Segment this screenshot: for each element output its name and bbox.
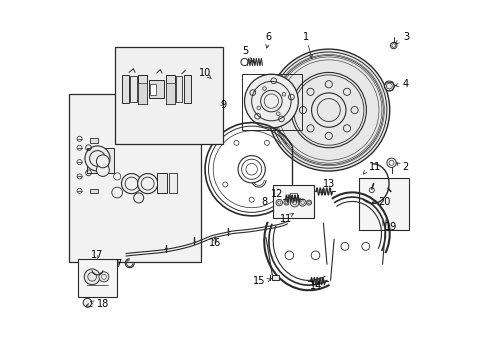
Text: 15: 15 (252, 276, 265, 286)
Bar (122, 75, 129, 103)
Text: 3: 3 (402, 32, 408, 42)
Bar (156, 173, 167, 193)
Bar (175, 76, 182, 102)
Text: 19: 19 (384, 222, 397, 231)
Text: 8: 8 (261, 197, 267, 207)
Bar (359, 178, 408, 230)
Bar (149, 80, 163, 98)
Text: 13: 13 (323, 179, 335, 189)
Text: 12: 12 (270, 189, 283, 199)
Circle shape (306, 200, 311, 205)
Text: 10: 10 (199, 68, 211, 78)
Bar (90, 189, 98, 193)
Bar (149, 84, 155, 95)
Bar (169, 173, 177, 193)
Text: 14: 14 (309, 281, 322, 291)
Circle shape (298, 199, 305, 206)
Bar (165, 75, 174, 104)
Bar (183, 75, 190, 103)
Text: 16: 16 (208, 238, 221, 248)
Bar (115, 47, 223, 144)
Circle shape (85, 146, 110, 171)
Text: 11: 11 (279, 214, 291, 224)
Text: 18: 18 (97, 299, 109, 309)
Bar (273, 185, 314, 218)
Bar (271, 275, 278, 280)
Circle shape (83, 298, 92, 307)
Bar (165, 83, 174, 104)
Circle shape (137, 174, 158, 194)
Text: 9: 9 (220, 100, 226, 111)
Text: 20: 20 (378, 197, 390, 207)
Text: 1: 1 (303, 32, 308, 42)
Text: 2: 2 (402, 162, 407, 172)
Bar (290, 193, 296, 198)
Circle shape (96, 155, 109, 168)
Bar (90, 138, 98, 143)
Bar (86, 148, 113, 173)
Circle shape (284, 200, 288, 205)
Bar (138, 75, 147, 104)
Circle shape (290, 198, 298, 207)
Text: 5: 5 (242, 46, 248, 56)
Text: 6: 6 (265, 32, 271, 42)
Circle shape (99, 272, 109, 282)
Text: 11: 11 (368, 162, 381, 172)
Text: 17: 17 (91, 250, 103, 260)
Circle shape (244, 74, 298, 128)
Text: 4: 4 (402, 79, 407, 89)
Circle shape (96, 163, 109, 176)
Text: 7: 7 (115, 259, 121, 269)
Bar (78, 259, 117, 297)
Circle shape (133, 193, 143, 203)
Bar (138, 83, 147, 104)
Bar (69, 94, 201, 262)
Circle shape (121, 174, 142, 194)
Bar (130, 76, 137, 102)
Bar (241, 74, 301, 130)
Circle shape (276, 199, 282, 206)
Circle shape (384, 81, 394, 91)
Circle shape (267, 49, 389, 171)
Circle shape (84, 269, 100, 285)
